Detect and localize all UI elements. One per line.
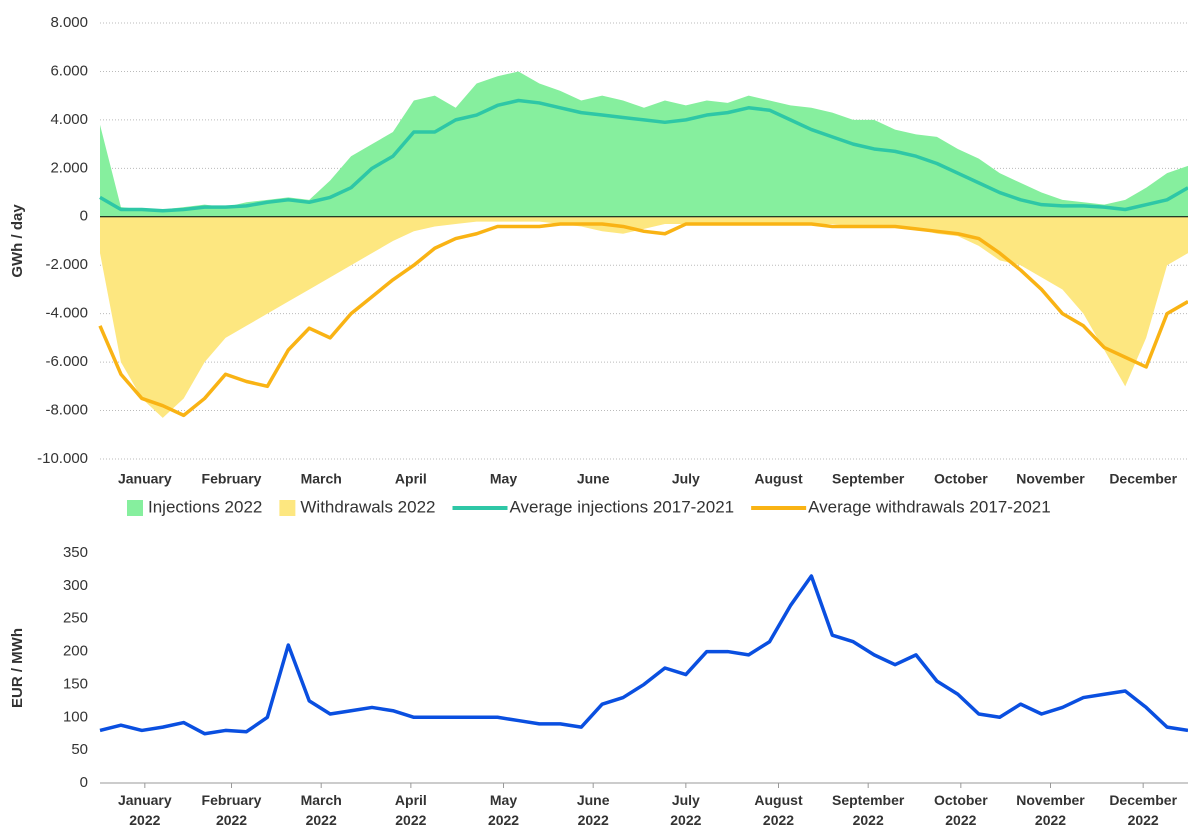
x-tick-label: February 2022 (202, 792, 262, 827)
x-tick-label: May (490, 471, 517, 487)
y-tick-label: -4.000 (45, 305, 88, 322)
legend-label: Average withdrawals 2017-2021 (808, 497, 1051, 516)
x-tick-label: June 2022 (577, 792, 610, 827)
x-tick-label: March (301, 471, 342, 487)
x-tick-label: October (934, 471, 988, 487)
x-tick-label: April (395, 471, 427, 487)
x-tick-label: April 2022 (395, 792, 427, 827)
y-tick-label: 150 (63, 675, 88, 692)
y-tick-label: 2.000 (50, 159, 88, 176)
y-tick-label: 250 (63, 610, 88, 627)
x-tick-label: December (1109, 471, 1177, 487)
line (99, 574, 1188, 736)
legend-swatch (279, 500, 296, 516)
x-tick-label: May 2022 (488, 792, 519, 827)
y-tick-label: 6.000 (50, 62, 88, 79)
x-tick-label: January 2022 (118, 792, 172, 827)
x-tick-label: August (754, 471, 803, 487)
y-tick-label: 4.000 (50, 111, 88, 128)
y-tick-label: 50 (71, 741, 88, 758)
legend-swatch (127, 500, 143, 516)
y-tick-label: 8.000 (50, 14, 88, 31)
y-axis-label: GWh / day (9, 204, 26, 278)
x-tick-label: September 2022 (832, 792, 905, 827)
x-tick-label: September (832, 471, 905, 487)
area (100, 71, 1188, 217)
y-tick-label: -6.000 (45, 353, 88, 370)
x-tick-label: January (118, 471, 172, 487)
legend-label: Withdrawals 2022 (300, 497, 435, 516)
y-tick-label: -10.000 (37, 450, 88, 467)
y-tick-label: 200 (63, 643, 88, 660)
y-axis-label: EUR / MWh (9, 628, 26, 708)
line (99, 98, 1188, 213)
y-tick-label: 0 (80, 774, 88, 791)
y-tick-label: 100 (63, 708, 88, 725)
legend-label: Average injections 2017-2021 (510, 497, 735, 516)
x-tick-label: February (202, 471, 262, 487)
x-tick-label: October 2022 (934, 792, 988, 827)
y-tick-label: -8.000 (45, 402, 88, 419)
legend-label: Injections 2022 (148, 497, 262, 516)
y-tick-label: -2.000 (45, 256, 88, 273)
y-tick-label: 0 (80, 208, 88, 225)
x-tick-label: November 2022 (1016, 792, 1085, 827)
x-tick-label: November (1016, 471, 1085, 487)
y-tick-label: 300 (63, 577, 88, 594)
y-tick-label: 350 (63, 544, 88, 561)
x-tick-label: August 2022 (754, 792, 803, 827)
x-tick-label: December 2022 (1109, 792, 1177, 827)
line (98, 222, 1188, 418)
x-tick-label: June (577, 471, 610, 487)
area (100, 216, 1188, 418)
x-tick-label: March 2022 (301, 792, 342, 827)
x-tick-label: July 2022 (670, 792, 701, 827)
x-tick-label: July (672, 471, 700, 487)
